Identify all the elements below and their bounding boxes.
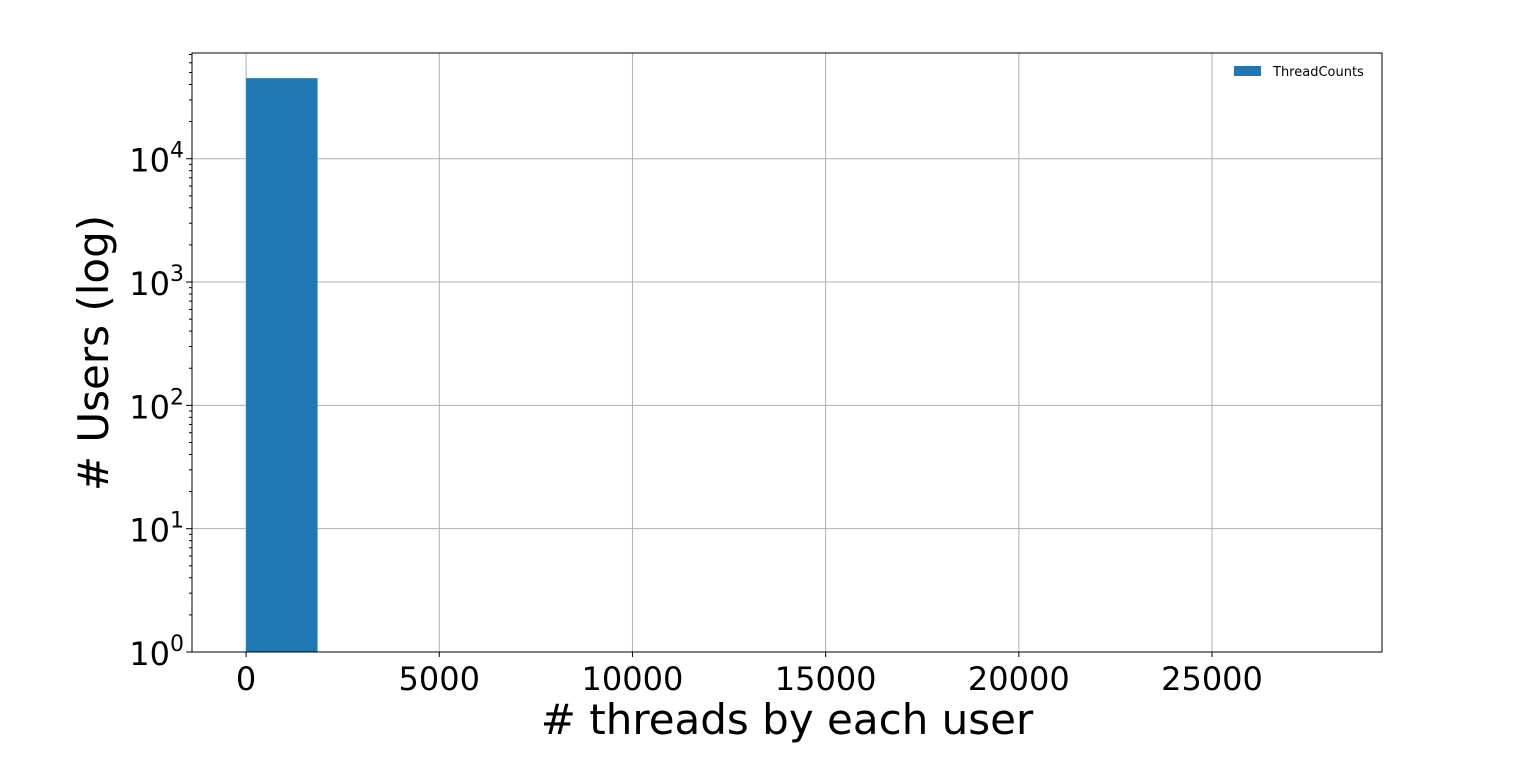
y-tick-label: 102 bbox=[129, 385, 184, 426]
y-axis-label: # Users (log) bbox=[69, 215, 118, 491]
legend-swatch-threadcounts bbox=[1234, 66, 1261, 76]
histogram-bar bbox=[246, 78, 318, 652]
histogram-bars bbox=[246, 78, 318, 652]
tick-labels: 0 5000 10000 15000 20000 25000 100 101 102 103 104 bbox=[129, 139, 1263, 698]
grid-lines bbox=[192, 53, 1382, 653]
x-tick-label: 15000 bbox=[775, 660, 877, 698]
x-axis-label: # threads by each user bbox=[541, 695, 1034, 744]
x-tick-label: 10000 bbox=[582, 660, 684, 698]
legend: ThreadCounts bbox=[1234, 65, 1364, 80]
y-tick-label: 101 bbox=[129, 509, 184, 550]
axis-ticks bbox=[186, 54, 1213, 657]
x-tick-label: 5000 bbox=[399, 660, 480, 698]
legend-label-threadcounts: ThreadCounts bbox=[1272, 65, 1364, 80]
x-tick-label: 0 bbox=[236, 660, 256, 698]
x-tick-label: 25000 bbox=[1161, 660, 1263, 698]
y-tick-label: 103 bbox=[129, 262, 184, 303]
y-tick-label: 100 bbox=[129, 632, 184, 673]
y-tick-label: 104 bbox=[129, 139, 184, 180]
plot-area-frame bbox=[191, 52, 1383, 653]
x-tick-label: 20000 bbox=[968, 660, 1070, 698]
